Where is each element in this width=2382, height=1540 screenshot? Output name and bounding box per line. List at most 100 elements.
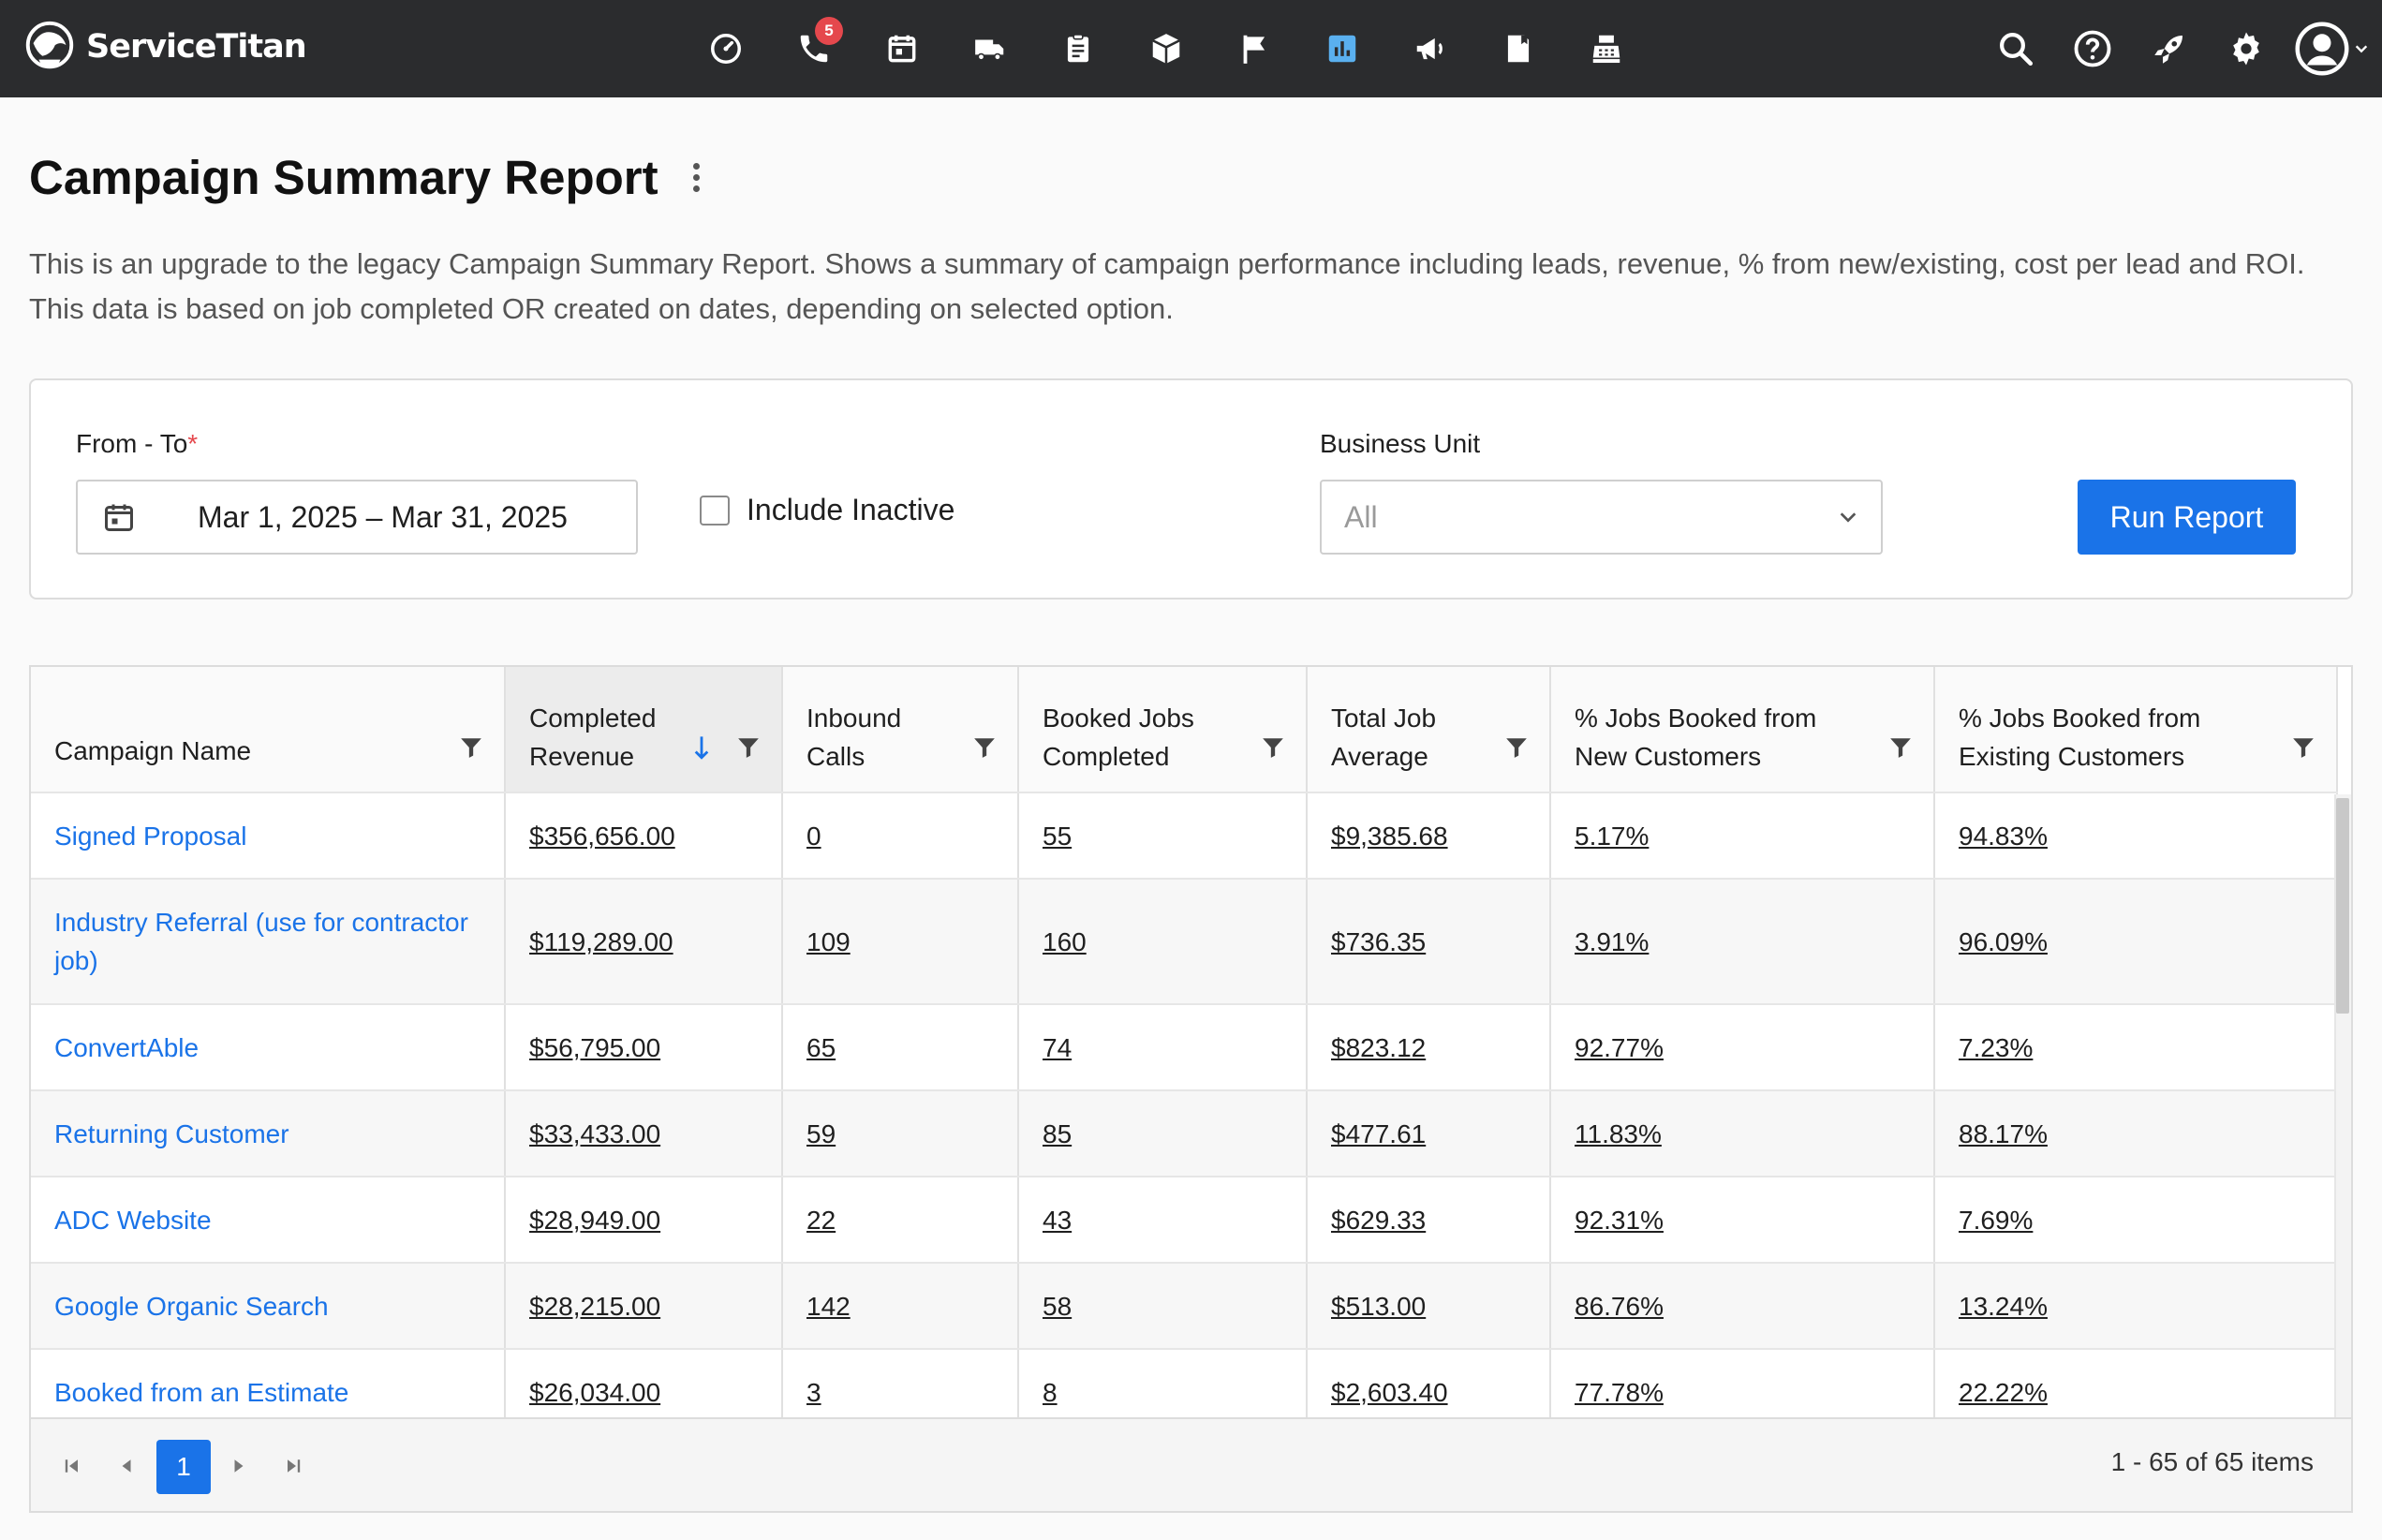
clipboard-icon	[1067, 34, 1089, 63]
job-average-link[interactable]: $629.33	[1307, 1177, 1551, 1264]
existing-customers-pct-link[interactable]: 94.83%	[1934, 792, 2338, 880]
search-icon	[2000, 33, 2034, 67]
filter-icon[interactable]	[2291, 735, 2315, 760]
nav-dispatch[interactable]	[946, 15, 1034, 82]
column-header-campaign-name[interactable]: Campaign Name	[31, 667, 506, 793]
include-inactive-checkbox[interactable]	[700, 495, 730, 526]
new-customers-pct-link[interactable]: 5.17%	[1550, 792, 1935, 880]
booked-jobs-link[interactable]: 160	[1018, 879, 1308, 1005]
scrollbar-thumb[interactable]	[2336, 798, 2349, 1014]
revenue-link[interactable]: $356,656.00	[505, 792, 783, 880]
campaign-link[interactable]: Returning Customer	[31, 1090, 506, 1177]
settings-button[interactable]	[2208, 13, 2285, 84]
campaign-link[interactable]: Signed Proposal	[31, 792, 506, 880]
whats-new-button[interactable]	[2131, 13, 2208, 84]
job-average-link[interactable]: $513.00	[1307, 1263, 1551, 1350]
sort-descending-icon[interactable]	[693, 735, 710, 762]
report-description: This is an upgrade to the legacy Campaig…	[29, 247, 2305, 325]
nav-tasks[interactable]	[1034, 15, 1122, 82]
brand-logo[interactable]: ServiceTitan	[21, 13, 307, 81]
table-row: ConvertAble $56,795.00 65 74 $823.12 92.…	[31, 1004, 2338, 1091]
filter-icon[interactable]	[459, 735, 483, 760]
run-report-button[interactable]: Run Report	[2078, 480, 2296, 555]
new-customers-pct-link[interactable]: 86.76%	[1550, 1263, 1935, 1350]
nav-dashboard[interactable]	[682, 15, 770, 82]
campaign-link[interactable]: Google Organic Search	[31, 1263, 506, 1350]
include-inactive-toggle[interactable]: Include Inactive	[700, 493, 954, 527]
user-menu[interactable]	[2294, 21, 2369, 77]
campaign-link[interactable]: ADC Website	[31, 1177, 506, 1264]
revenue-link[interactable]: $56,795.00	[505, 1004, 783, 1091]
new-customers-pct-link[interactable]: 92.31%	[1550, 1177, 1935, 1264]
chevron-down-icon	[2355, 45, 2368, 53]
revenue-link[interactable]: $28,949.00	[505, 1177, 783, 1264]
existing-customers-pct-link[interactable]: 7.23%	[1934, 1004, 2338, 1091]
column-header-completed-revenue[interactable]: Completed Revenue	[505, 667, 783, 793]
column-header-booked-jobs-completed[interactable]: Booked Jobs Completed	[1018, 667, 1308, 793]
filter-icon[interactable]	[736, 735, 761, 760]
next-page-button[interactable]	[222, 1449, 256, 1483]
booked-jobs-link[interactable]: 85	[1018, 1090, 1308, 1177]
column-header-pct-existing-customers[interactable]: % Jobs Booked from Existing Customers	[1934, 667, 2338, 793]
booked-jobs-link[interactable]: 58	[1018, 1263, 1308, 1350]
existing-customers-pct-link[interactable]: 88.17%	[1934, 1090, 2338, 1177]
column-header-pct-new-customers[interactable]: % Jobs Booked from New Customers	[1550, 667, 1935, 793]
nav-follow-ups[interactable]	[1210, 15, 1298, 82]
table-row: Returning Customer $33,433.00 59 85 $477…	[31, 1090, 2338, 1177]
dashboard-icon	[711, 34, 741, 64]
booked-jobs-link[interactable]: 74	[1018, 1004, 1308, 1091]
booked-jobs-link[interactable]: 43	[1018, 1177, 1308, 1264]
calls-link[interactable]: 142	[782, 1263, 1019, 1350]
calls-link[interactable]: 0	[782, 792, 1019, 880]
filter-icon[interactable]	[1888, 735, 1913, 760]
nav-calls[interactable]: 5	[770, 15, 858, 82]
nav-pricebook[interactable]	[1474, 15, 1562, 82]
nav-reports[interactable]	[1298, 15, 1386, 82]
calls-link[interactable]: 65	[782, 1004, 1019, 1091]
campaign-link[interactable]: Industry Referral (use for contractor jo…	[31, 879, 506, 1005]
nav-accounting[interactable]	[1562, 15, 1650, 82]
calls-link[interactable]: 22	[782, 1177, 1019, 1264]
job-average-link[interactable]: $477.61	[1307, 1090, 1551, 1177]
more-options-icon[interactable]	[687, 156, 707, 200]
help-icon	[2074, 30, 2111, 67]
filter-icon[interactable]	[972, 735, 997, 760]
search-button[interactable]	[1977, 13, 2054, 84]
help-button[interactable]	[2054, 13, 2131, 84]
brand-name: ServiceTitan	[86, 28, 307, 66]
calls-link[interactable]: 59	[782, 1090, 1019, 1177]
new-customers-pct-link[interactable]: 11.83%	[1550, 1090, 1935, 1177]
previous-page-button[interactable]	[110, 1449, 143, 1483]
titan-logo-icon	[25, 21, 74, 69]
calls-badge: 5	[815, 17, 843, 45]
revenue-link[interactable]: $119,289.00	[505, 879, 783, 1005]
pagination-bar: 1 1 - 65 of 65 items	[31, 1417, 2351, 1511]
calls-link[interactable]: 109	[782, 879, 1019, 1005]
date-range-picker[interactable]: Mar 1, 2025 – Mar 31, 2025	[76, 480, 638, 555]
job-average-link[interactable]: $823.12	[1307, 1004, 1551, 1091]
business-unit-select[interactable]: All	[1320, 480, 1883, 555]
new-customers-pct-link[interactable]: 92.77%	[1550, 1004, 1935, 1091]
last-page-button[interactable]	[276, 1449, 310, 1483]
filter-icon[interactable]	[1261, 735, 1285, 760]
table-row: ADC Website $28,949.00 22 43 $629.33 92.…	[31, 1177, 2338, 1264]
first-page-button[interactable]	[55, 1449, 89, 1483]
booked-jobs-link[interactable]: 55	[1018, 792, 1308, 880]
filter-icon[interactable]	[1504, 735, 1529, 760]
campaign-link[interactable]: ConvertAble	[31, 1004, 506, 1091]
job-average-link[interactable]: $9,385.68	[1307, 792, 1551, 880]
existing-customers-pct-link[interactable]: 7.69%	[1934, 1177, 2338, 1264]
revenue-link[interactable]: $33,433.00	[505, 1090, 783, 1177]
new-customers-pct-link[interactable]: 3.91%	[1550, 879, 1935, 1005]
column-header-inbound-calls[interactable]: Inbound Calls	[782, 667, 1019, 793]
business-unit-label: Business Unit	[1320, 429, 1481, 458]
job-average-link[interactable]: $736.35	[1307, 879, 1551, 1005]
existing-customers-pct-link[interactable]: 96.09%	[1934, 879, 2338, 1005]
revenue-link[interactable]: $28,215.00	[505, 1263, 783, 1350]
existing-customers-pct-link[interactable]: 13.24%	[1934, 1263, 2338, 1350]
nav-marketing[interactable]	[1386, 15, 1474, 82]
nav-inventory[interactable]	[1122, 15, 1210, 82]
nav-calendar[interactable]	[858, 15, 946, 82]
column-header-total-job-average[interactable]: Total Job Average	[1307, 667, 1551, 793]
page-1-button[interactable]: 1	[156, 1440, 211, 1494]
